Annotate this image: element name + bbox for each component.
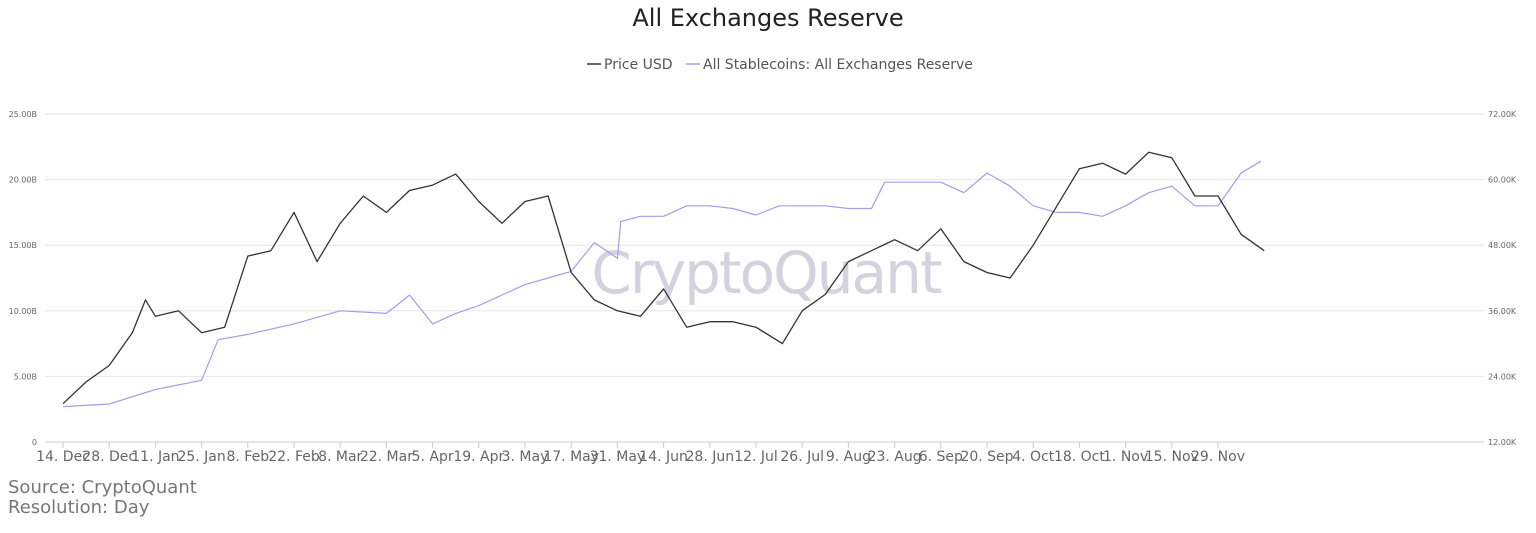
source-credit: Source: CryptoQuant — [8, 477, 197, 498]
x-tick-label: 17. May — [543, 449, 599, 465]
x-tick-label: 18. Oct — [1054, 449, 1105, 465]
y-left-tick-label: 20.00B — [9, 176, 37, 185]
legend[interactable]: Price USD All Stablecoins: All Exchanges … — [587, 57, 973, 73]
x-tick-label: 8. Mar — [318, 449, 362, 465]
legend-label: Price USD — [604, 57, 673, 73]
legend-item-stablecoins[interactable]: All Stablecoins: All Exchanges Reserve — [686, 57, 973, 73]
x-tick-label: 12. Jul — [734, 449, 778, 465]
x-tick-label: 25. Jan — [177, 449, 225, 465]
legend-item-price[interactable]: Price USD — [587, 57, 673, 73]
x-tick-label: 22. Feb — [268, 449, 320, 465]
x-tick-label: 26. Jul — [780, 449, 824, 465]
x-tick-label: 8. Feb — [226, 449, 269, 465]
legend-label: All Stablecoins: All Exchanges Reserve — [703, 57, 973, 73]
x-tick-label: 20. Sep — [960, 449, 1013, 465]
y-right-tick-label: 36.00K — [1488, 307, 1517, 316]
watermark-layer: CryptoQuant — [591, 239, 943, 307]
series-line-price — [62, 151, 1265, 405]
x-tick-label: 29. Nov — [1191, 449, 1245, 465]
x-tick-label: 23. Aug — [868, 449, 922, 465]
x-tick-label: 4. Oct — [1012, 449, 1055, 465]
y-right-tick-label: 24.00K — [1488, 372, 1517, 381]
chart-svg: CryptoQuant 0 5.00B 10.00B 15.00B 20.00B 25.0… — [9, 57, 1517, 465]
x-tick-label: 3. May — [502, 449, 549, 465]
x-tick-label: 22. Mar — [360, 449, 413, 465]
x-tick-label: 28. Dec — [82, 449, 136, 465]
series-layer — [62, 151, 1265, 408]
y-left-tick-label: 25.00B — [9, 110, 37, 119]
y-right-tick-label: 60.00K — [1488, 176, 1517, 185]
y-right-tick-label: 72.00K — [1488, 110, 1517, 119]
chart-title: All Exchanges Reserve — [632, 4, 904, 32]
x-tick-label: 19. Apr — [453, 449, 504, 465]
y-left-tick-label: 5.00B — [14, 372, 37, 381]
x-tick-label: 5. Apr — [412, 449, 454, 465]
x-tick-label: 28. Jun — [686, 449, 735, 465]
resolution-credit: Resolution: Day — [8, 497, 150, 518]
series-line-stablecoins — [62, 160, 1262, 408]
x-tick-label: 1. Nov — [1103, 449, 1148, 465]
grid — [45, 113, 1484, 443]
y-left-ticks: 0 5.00B 10.00B 15.00B 20.00B 25.00B — [9, 110, 37, 447]
watermark: CryptoQuant — [591, 239, 941, 307]
y-right-tick-label: 12.00K — [1488, 438, 1517, 447]
x-tick-label: 6. Sep — [919, 449, 963, 465]
x-tick-label: 11. Jan — [131, 449, 179, 465]
x-tick-label: 14. Jun — [639, 449, 688, 465]
y-right-tick-label: 48.00K — [1488, 241, 1517, 250]
x-tick-label: 14. Dec — [36, 449, 90, 465]
y-left-tick-label: 15.00B — [9, 241, 37, 250]
y-left-tick-label: 0 — [32, 438, 37, 447]
x-tick-label: 31. May — [590, 449, 646, 465]
y-left-tick-label: 10.00B — [9, 307, 37, 316]
y-right-ticks: 12.00K 24.00K 36.00K 48.00K 60.00K 72.00K — [1488, 110, 1517, 447]
x-tick-label: 9. Aug — [826, 449, 871, 465]
x-tick-label: 15. Nov — [1145, 449, 1199, 465]
